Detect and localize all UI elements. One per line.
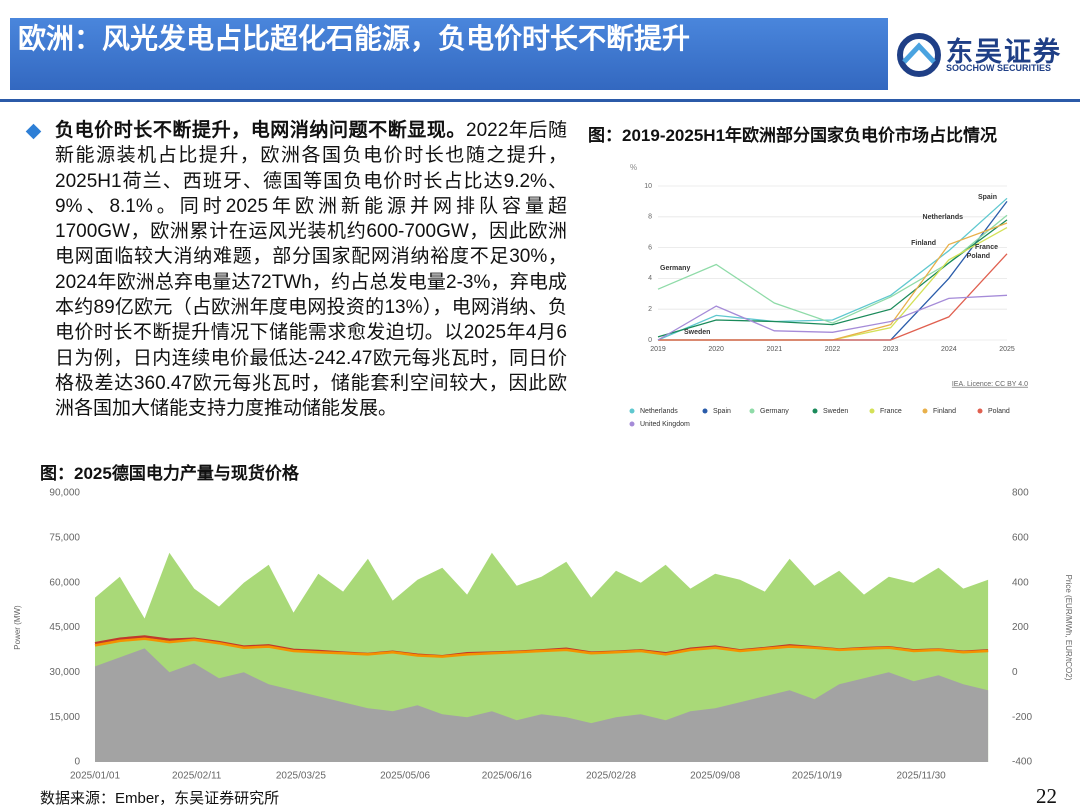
price-line [94,637,989,658]
legend-label: France [880,408,902,415]
lead: 负电价时长不断提升，电网消纳问题不断显现。 [55,120,466,141]
bullet [25,123,42,140]
y2-tick-label: -200 [1012,712,1032,723]
y-tick-label: 75,000 [49,532,80,543]
series-line [658,253,1008,341]
series-line [658,201,1008,341]
logo-name: 东吴证券 [946,37,1062,67]
legend-swatch [977,408,983,414]
series-line [657,294,1008,341]
paragraph: 2022年后随新能源装机占比提升，欧洲各国负电价时长也随之提升，2025H1荷兰… [55,120,567,420]
legend-swatch [922,408,928,414]
x-tick-label: 2025 [999,346,1015,353]
x-tick-label: 2025/09/08 [690,771,740,782]
y-axis-label: % [630,163,637,172]
x-tick-label: 2019 [650,346,666,353]
x-tick-label: 2020 [708,346,724,353]
series-line [657,197,1008,341]
y2-tick-label: 200 [1012,622,1029,633]
x-tick-label: 2025/03/25 [276,771,326,782]
y2-tick-label: 400 [1012,577,1029,588]
legend-swatch [629,408,635,414]
y2-tick-label: 600 [1012,532,1029,543]
x-tick-label: 2025/01/01 [70,771,120,782]
logo-mark [902,42,936,64]
series-annotation: Poland [967,253,990,260]
legend-swatch [812,408,818,414]
chart: % 0 2 4 6 8 10 2019 2020 2021 2022 2023 2024 2025 Neth… [629,163,1028,428]
x-tick-label: 2025/02/28 [586,771,636,782]
series-annotation: Sweden [684,329,710,336]
y-tick-label: 6 [648,244,652,251]
y-axis-label: Power (MW) [13,605,22,650]
series-annotation: Netherlands [923,214,964,221]
series-annotation: Spain [978,194,997,201]
slide-title: 欧洲：风光发电占比超化石能源，负电价时长不断提升 [18,23,691,54]
legend-swatch [702,408,708,414]
header-rule [0,99,1080,102]
series-line [657,214,1008,324]
y-tick-label: 45,000 [49,622,80,633]
x-tick-label: 2025/06/16 [482,771,532,782]
source-note: 数据来源：Ember，东吴证券研究所 [40,790,280,807]
y-tick-label: 30,000 [49,667,80,678]
x-tick-label: 2025/05/06 [380,771,430,782]
figure-caption: 图：2019-2025H1年欧洲部分国家负电价市场占比情况 [588,126,998,145]
legend-label: United Kingdom [640,421,690,428]
legend-label: Germany [760,408,789,415]
power-area [95,648,989,762]
legend-label: Poland [988,408,1010,415]
x-tick-label: 2023 [883,346,899,353]
page-number: 22 [1036,784,1057,808]
x-tick-label: 2022 [825,346,841,353]
legend-label: Netherlands [640,408,678,415]
y-tick-label: 60,000 [49,577,80,588]
y-tick-label: 8 [648,214,652,221]
series-annotation: France [975,244,998,251]
y2-tick-label: 0 [1012,667,1018,678]
series-annotation: Germany [660,265,690,272]
y-tick-label: 15,000 [49,712,80,723]
x-tick-label: 2024 [941,346,957,353]
y-tick-label: 2 [648,306,652,313]
y-tick-label: 90,000 [49,488,80,499]
x-tick-label: 2025/11/30 [896,771,946,782]
body-text: 负电价时长不断提升，电网消纳问题不断显现。2022年后随新能源装机占比提升，欧洲… [55,118,567,422]
y2-tick-label: 800 [1012,488,1029,499]
legend-swatch [869,408,875,414]
y-tick-label: 0 [74,757,80,768]
chart: Power (MW) Price (EUR/MWh, EUR/tCO2) 0 15,0… [13,488,1073,782]
logo-icon [897,33,941,77]
x-tick-label: 2025/02/11 [172,771,222,782]
legend-swatch [629,421,635,427]
series-annotation: Finland [911,240,936,247]
header-bar [10,18,888,90]
legend-label: Finland [933,408,956,415]
x-tick-label: 2025/10/19 [792,771,842,782]
x-tick-label: 2021 [767,346,783,353]
logo-sub: SOOCHOW SECURITIES [946,63,1052,73]
legend-swatch [749,408,755,414]
y-tick-label: 10 [644,183,652,190]
series-line [657,219,1008,338]
logo-ring [897,33,941,77]
legend-label: Sweden [823,408,848,415]
legend-label: Spain [713,408,731,415]
y2-tick-label: -400 [1012,757,1032,768]
chart-source: IEA. Licence: CC BY 4.0 [952,381,1028,388]
y-tick-label: 0 [648,337,652,344]
figure-caption: 图：2025德国电力产量与现货价格 [40,464,299,483]
y2-axis-label: Price (EUR/MWh, EUR/tCO2) [1064,575,1073,681]
y-tick-label: 4 [648,275,652,282]
